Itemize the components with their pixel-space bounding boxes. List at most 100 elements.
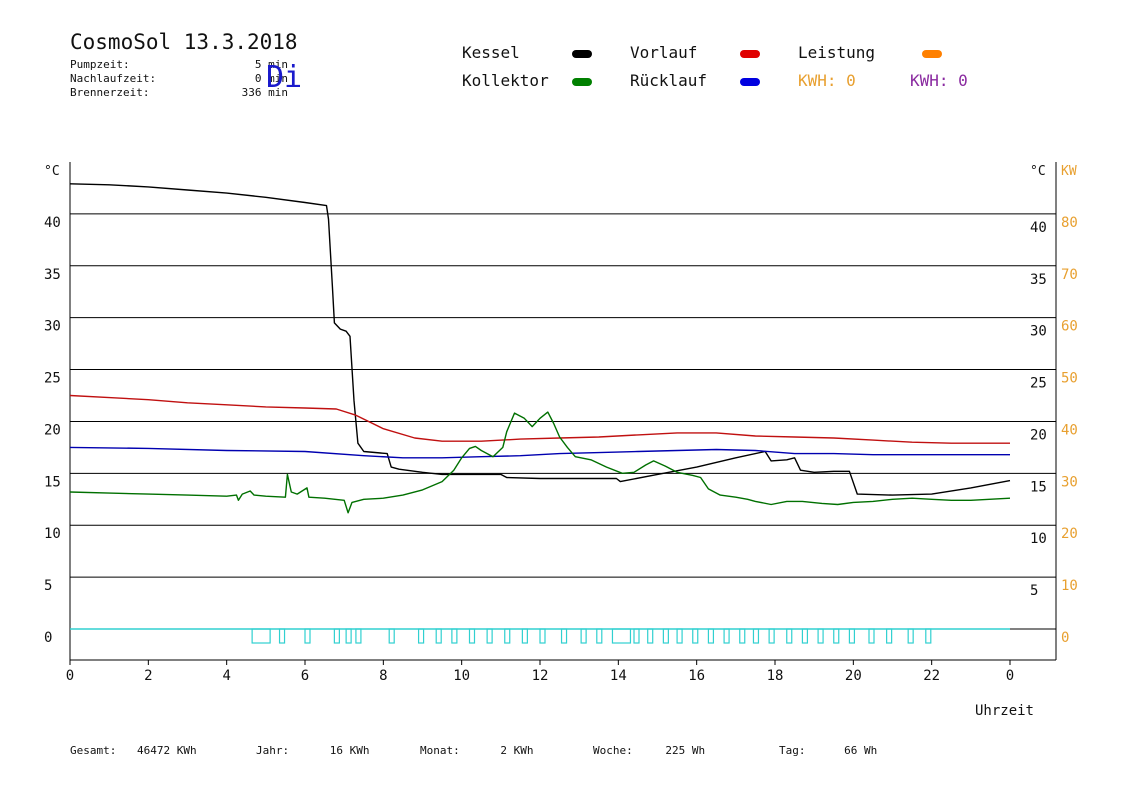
stat-brennerzeit: Brennerzeit: 336 min: [70, 86, 288, 99]
weekday-label: Di: [266, 60, 303, 95]
y-tick-label: 5: [44, 578, 52, 594]
x-tick-label: 18: [767, 668, 784, 684]
legend-vorlauf-swatch: [740, 50, 760, 58]
pump-pulse: [676, 628, 683, 644]
pump-pulse: [801, 628, 809, 644]
pump-pulse: [521, 628, 528, 644]
legend-ruecklauf-swatch: [740, 78, 760, 86]
x-tick-label: 4: [222, 668, 230, 684]
pump-pulse: [278, 628, 286, 644]
y-right-tick-label: 30: [1030, 324, 1047, 340]
pump-pulse: [539, 628, 546, 644]
x-tick-label: 12: [532, 668, 549, 684]
stat-nachlaufzeit: Nachlaufzeit: 0 min: [70, 72, 288, 85]
footer-label: Gesamt:: [70, 744, 117, 757]
pump-pulse: [560, 628, 568, 644]
x-tick-label: 20: [845, 668, 862, 684]
pump-pulse: [596, 628, 603, 644]
footer-gesamt: Gesamt: 46472 KWh: [70, 744, 197, 757]
legend-leistung-swatch: [922, 50, 942, 58]
pump-pulse: [647, 628, 654, 644]
pump-pulse: [345, 628, 352, 644]
stat-label: Brennerzeit:: [70, 86, 150, 99]
x-tick-label: 2: [144, 668, 152, 684]
power-tick-label: 80: [1061, 215, 1078, 231]
x-tick-label: 6: [301, 668, 309, 684]
pump-pulse: [504, 628, 511, 644]
pump-pulse: [817, 628, 824, 644]
pump-pulse: [848, 628, 856, 644]
y-right-tick-label: 5: [1030, 583, 1038, 599]
power-tick-label: 40: [1061, 422, 1078, 438]
series-line-kollektor: [69, 411, 1011, 514]
y-tick-label: 10: [44, 526, 61, 542]
y-right-tick-label: 25: [1030, 376, 1047, 392]
pump-pulse: [333, 628, 340, 644]
pump-pulse: [662, 628, 669, 644]
legend-kollektor-label: Kollektor: [462, 71, 549, 90]
x-axis-label: Uhrzeit: [975, 703, 1034, 719]
legend-vorlauf-label: Vorlauf: [630, 43, 698, 62]
power-tick-label: 10: [1061, 578, 1078, 594]
x-tick-label: 8: [379, 668, 387, 684]
power-tick-label: 0: [1061, 630, 1069, 646]
footer-monat: Monat: 2 KWh: [420, 744, 534, 757]
footer-value: 2 KWh: [500, 744, 534, 757]
kwh-boiler-readout: KWH: 0: [910, 71, 968, 90]
pump-pulse: [868, 628, 875, 644]
legend-leistung-label: Leistung: [798, 43, 876, 62]
stat-value: 336 min: [241, 86, 288, 99]
y-right-tick-label: 10: [1030, 531, 1047, 547]
y-right-tick-label: 40: [1030, 220, 1047, 236]
pump-pulse: [580, 628, 587, 644]
x-tick-label: 10: [453, 668, 470, 684]
pump-pulse: [739, 628, 746, 644]
footer-jahr: Jahr: 16 KWh: [256, 744, 370, 757]
y-right-tick-label: 15: [1030, 479, 1047, 495]
pump-pulse: [768, 628, 775, 644]
footer-label: Monat:: [420, 744, 460, 757]
pump-pulse: [833, 628, 840, 644]
footer-tag: Tag: 66 Wh: [779, 744, 877, 757]
legend-ruecklauf-label: Rücklauf: [630, 71, 708, 90]
footer-value: 16 KWh: [329, 744, 370, 757]
stat-value: 5 min: [254, 58, 288, 71]
pump-pulse: [633, 628, 640, 644]
power-tick-label: 50: [1061, 371, 1078, 387]
y-tick-label: 35: [44, 267, 61, 283]
stat-label: Nachlaufzeit:: [70, 72, 157, 85]
pump-pulse: [486, 628, 493, 644]
footer-value: 225 Wh: [665, 744, 706, 757]
pump-pulse: [388, 628, 395, 644]
kwh-collector-readout: KWH: 0: [798, 71, 856, 90]
y-right-tick-label: 35: [1030, 272, 1047, 288]
power-unit-label: KW: [1061, 164, 1077, 179]
pump-pulse: [707, 628, 715, 644]
legend-kessel-swatch: [572, 50, 592, 58]
y-right-tick-label: 20: [1030, 427, 1047, 443]
pump-pulse: [251, 628, 271, 644]
stat-label: Pumpzeit:: [70, 58, 130, 71]
series-line-r-cklauf: [69, 446, 1010, 459]
footer-label: Jahr:: [256, 744, 290, 757]
footer-label: Woche:: [593, 744, 633, 757]
pump-pulse: [752, 628, 760, 644]
power-tick-label: 70: [1061, 267, 1078, 283]
footer-value: 46472 KWh: [136, 744, 197, 757]
y-tick-label: 20: [44, 422, 61, 438]
power-tick-label: 30: [1061, 474, 1078, 490]
pump-pulse: [435, 628, 442, 644]
y-tick-label: 40: [44, 215, 61, 231]
legend-kessel-label: Kessel: [462, 43, 520, 62]
power-tick-label: 20: [1061, 526, 1078, 542]
chart-title: CosmoSol 13.3.2018: [70, 30, 298, 54]
pump-pulse: [925, 628, 932, 644]
x-tick-label: 0: [1006, 668, 1014, 684]
pump-pulse: [886, 628, 893, 644]
stat-value: 0 min: [254, 72, 288, 85]
y-axis-unit-label: °C: [44, 164, 60, 179]
footer-label: Tag:: [779, 744, 806, 757]
pump-pulse: [468, 628, 476, 644]
footer-value: 66 Wh: [844, 744, 878, 757]
